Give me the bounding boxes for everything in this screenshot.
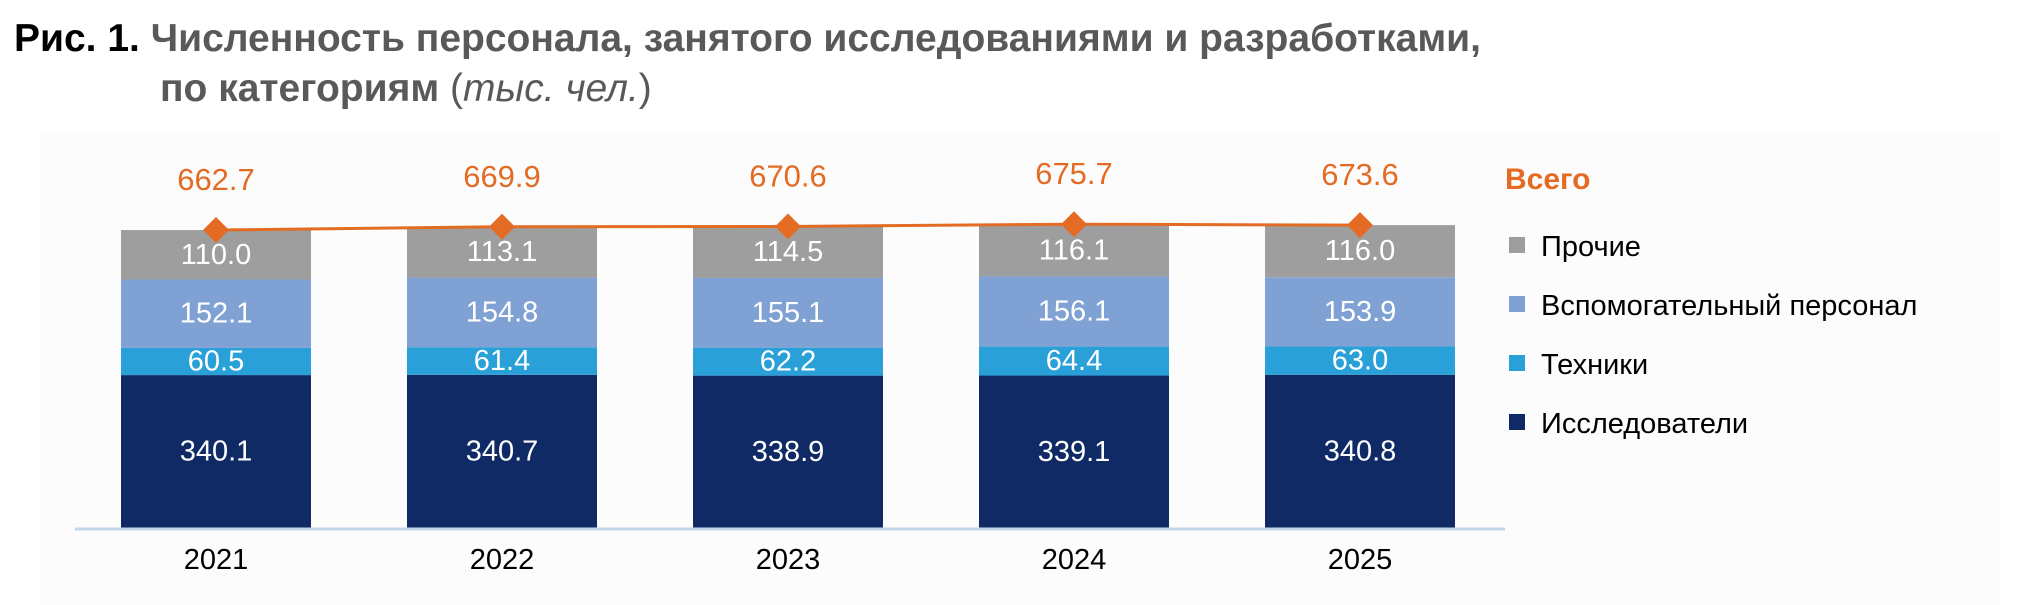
data-label-series-2-2024: 156.1	[1038, 295, 1111, 327]
data-label-series-1-2023: 62.2	[760, 346, 816, 378]
bar-series-1-2022	[407, 347, 597, 375]
bar-series-1-2025	[1265, 346, 1455, 375]
bar-series-0-2021	[121, 375, 311, 528]
legend-swatch-series-2	[1509, 296, 1525, 312]
data-label-series-3-2022: 113.1	[467, 236, 537, 268]
bar-series-1-2021	[121, 347, 311, 376]
data-label-series-0-2021: 340.1	[180, 436, 253, 468]
title-text-2: по категориям	[160, 67, 440, 110]
legend-label-series-1: Техники	[1541, 349, 1648, 381]
data-label-series-3-2023: 114.5	[753, 236, 823, 268]
data-label-series-2-2022: 154.8	[466, 296, 539, 328]
data-label-series-1-2022: 61.4	[474, 345, 530, 377]
legend-swatch-series-3	[1509, 237, 1525, 253]
total-marker-2022	[489, 213, 515, 240]
legend: Всего Прочие Вспомогательный персонал Техни…	[1505, 163, 1917, 440]
bar-series-2-2021	[121, 279, 311, 348]
data-label-series-0-2023: 338.9	[752, 436, 825, 468]
legend-swatch-series-0	[1509, 414, 1525, 430]
data-label-series-1-2021: 60.5	[188, 345, 244, 377]
data-label-series-1-2025: 63.0	[1332, 345, 1388, 377]
bar-series-0-2023	[693, 375, 883, 528]
title-line-1: Рис. 1. Численность персонала, занятого …	[14, 14, 1914, 64]
data-label-series-0-2022: 340.7	[466, 435, 539, 467]
bars-layer: 340.1 60.5 152.1 110.0 340.7 61.4 154.8 113.1 33…	[121, 224, 1455, 528]
legend-label-series-2: Вспомогательный персонал	[1541, 290, 1917, 322]
total-marker-2023	[775, 213, 801, 240]
total-label-2025: 673.6	[1321, 157, 1399, 192]
legend-label-series-0: Исследователи	[1541, 408, 1748, 440]
x-tick-label-2024: 2024	[1042, 544, 1107, 576]
bar-series-0-2024	[979, 375, 1169, 528]
bar-series-1-2024	[979, 346, 1169, 376]
x-tick-label-2021: 2021	[184, 544, 249, 576]
total-label-2024: 675.7	[1035, 156, 1113, 191]
legend-label-series-3: Прочие	[1541, 231, 1641, 263]
bar-series-2-2023	[693, 277, 883, 348]
title-line-2: по категориям (тыс. чел.)	[14, 64, 1914, 114]
x-tick-label-2025: 2025	[1328, 544, 1393, 576]
data-label-series-3-2024: 116.1	[1039, 234, 1109, 266]
title-text-1: Численность персонала, занятого исследов…	[150, 17, 1481, 60]
title-unit: (тыс. чел.)	[450, 67, 652, 110]
data-label-series-3-2025: 116.0	[1325, 235, 1395, 267]
x-tick-label-2022: 2022	[470, 544, 535, 576]
legend-label-total: Всего	[1505, 163, 1590, 196]
total-label-2023: 670.6	[749, 158, 827, 193]
bar-series-0-2022	[407, 374, 597, 528]
total-label-2022: 669.9	[463, 159, 541, 194]
bar-series-2-2024	[979, 276, 1169, 347]
bar-series-2-2022	[407, 277, 597, 348]
data-label-series-0-2025: 340.8	[1324, 435, 1397, 467]
figure-label: Рис. 1.	[14, 17, 140, 60]
total-marker-2021	[203, 217, 229, 244]
data-label-series-2-2023: 155.1	[752, 297, 825, 329]
data-label-series-1-2024: 64.4	[1046, 345, 1102, 377]
data-label-series-0-2024: 339.1	[1038, 436, 1111, 468]
x-tick-label-2023: 2023	[756, 544, 821, 576]
legend-swatch-series-1	[1509, 355, 1525, 371]
x-tick-labels: 2021 2022 2023 2024 2025	[184, 544, 1393, 576]
data-label-series-2-2025: 153.9	[1324, 296, 1397, 328]
data-label-series-2-2021: 152.1	[180, 298, 253, 330]
chart-title: Рис. 1. Численность персонала, занятого …	[14, 14, 1914, 114]
data-label-series-3-2021: 110.0	[181, 239, 251, 271]
total-marker-2024	[1061, 211, 1087, 238]
title-unit-text: тыс. чел.	[463, 67, 639, 110]
bar-series-2-2025	[1265, 277, 1455, 347]
total-marker-2025	[1347, 212, 1373, 239]
total-line-layer: 662.7 669.9 670.6 675.7 673.6	[177, 156, 1399, 244]
bar-series-0-2025	[1265, 374, 1455, 528]
total-label-2021: 662.7	[177, 162, 255, 197]
bar-series-1-2023	[693, 347, 883, 376]
